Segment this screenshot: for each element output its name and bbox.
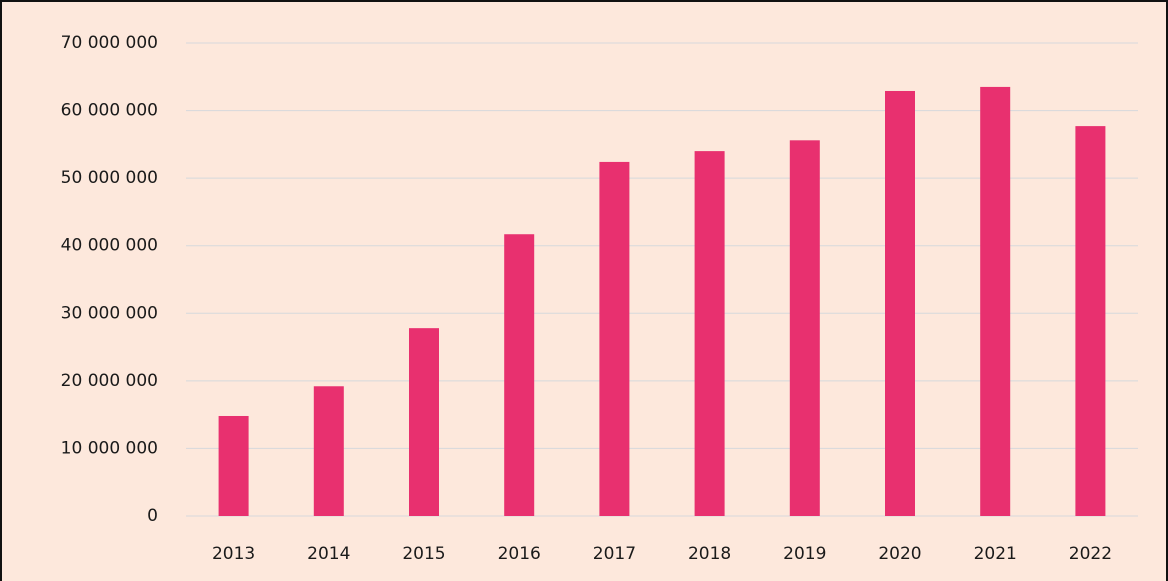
bar xyxy=(1075,126,1106,516)
x-tick-label: 2022 xyxy=(1069,544,1112,564)
y-tick-label: 70 000 000 xyxy=(61,33,158,53)
x-tick-label: 2015 xyxy=(402,544,445,564)
y-tick-label: 20 000 000 xyxy=(61,371,158,391)
bar xyxy=(409,328,439,516)
x-tick-label: 2016 xyxy=(498,544,541,564)
bar xyxy=(980,86,1011,517)
y-tick-label: 60 000 000 xyxy=(61,101,158,121)
x-tick-label: 2019 xyxy=(783,544,826,564)
bar xyxy=(313,386,344,516)
bar xyxy=(789,140,820,516)
x-tick-label: 2018 xyxy=(688,544,731,564)
x-tick-label: 2020 xyxy=(878,544,921,564)
bar xyxy=(885,90,915,517)
y-tick-label: 40 000 000 xyxy=(61,236,158,256)
y-tick-label: 10 000 000 xyxy=(61,438,158,458)
bar xyxy=(218,415,249,516)
x-tick-label: 2021 xyxy=(974,544,1017,564)
bar xyxy=(599,161,630,516)
bar xyxy=(694,151,725,516)
x-tick-label: 2013 xyxy=(212,544,255,564)
y-tick-label: 50 000 000 xyxy=(61,168,158,188)
bar xyxy=(504,234,535,516)
x-tick-label: 2014 xyxy=(307,544,350,564)
y-tick-label: 0 xyxy=(147,506,158,526)
y-tick-label: 30 000 000 xyxy=(61,303,158,323)
x-tick-label: 2017 xyxy=(593,544,636,564)
